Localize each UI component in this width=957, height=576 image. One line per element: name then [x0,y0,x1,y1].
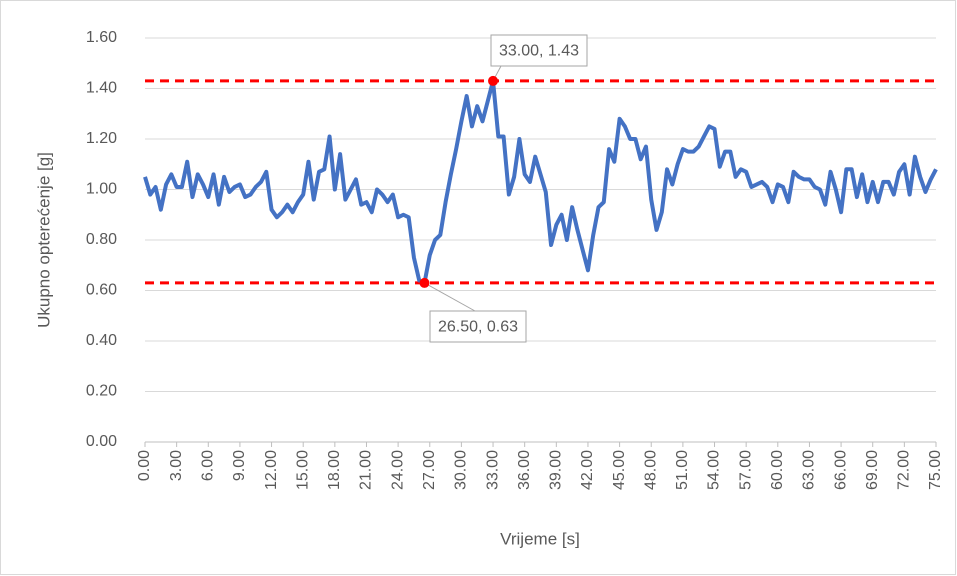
x-tick-label: 57.00 [737,450,754,490]
x-tick-label: 24.00 [389,450,406,490]
x-tick-label: 45.00 [611,450,628,490]
x-tick-label: 66.00 [832,450,849,490]
x-tick-label: 63.00 [801,450,818,490]
annotation-point [488,75,499,86]
y-tick-label: 0.60 [86,282,117,299]
x-tick-label: 6.00 [199,450,216,481]
x-tick-label: 36.00 [516,450,533,490]
x-tick-label: 39.00 [548,450,565,490]
y-axis-title: Ukupno opterećenje [g] [34,152,53,328]
x-tick-label: 60.00 [769,450,786,490]
x-tick-label: 9.00 [231,450,248,481]
x-tick-label: 69.00 [864,450,881,490]
x-tick-label: 72.00 [896,450,913,490]
annotation-point [419,277,430,288]
y-tick-label: 0.80 [86,231,117,248]
x-tick-label: 42.00 [579,450,596,490]
x-tick-label: 15.00 [294,450,311,490]
annotation-text: 33.00, 1.43 [499,43,579,60]
y-tick-label: 1.60 [86,29,117,46]
x-tick-label: 48.00 [642,450,659,490]
x-tick-label: 12.00 [263,450,280,490]
annotation-text: 26.50, 0.63 [438,319,518,336]
annotation-leader [424,282,476,312]
y-tick-label: 1.20 [86,130,117,147]
annotation-box [490,34,588,67]
y-tick-label: 0.00 [86,433,117,450]
x-axis-title: Vrijeme [s] [500,529,580,548]
y-tick-label: 1.00 [86,181,117,198]
x-tick-label: 51.00 [674,450,691,490]
x-tick-label: 75.00 [927,450,944,490]
y-tick-label: 1.40 [86,80,117,97]
x-tick-label: 30.00 [453,450,470,490]
y-tick-label: 0.40 [86,332,117,349]
y-tick-label: 0.20 [86,383,117,400]
x-tick-label: 33.00 [484,450,501,490]
x-tick-label: 54.00 [706,450,723,490]
x-tick-label: 0.00 [136,450,153,481]
data-line [143,78,938,285]
x-tick-label: 27.00 [421,450,438,490]
x-tick-label: 21.00 [358,450,375,490]
x-tick-label: 18.00 [326,450,343,490]
x-tick-label: 3.00 [168,450,185,481]
annotation-box [429,310,527,343]
